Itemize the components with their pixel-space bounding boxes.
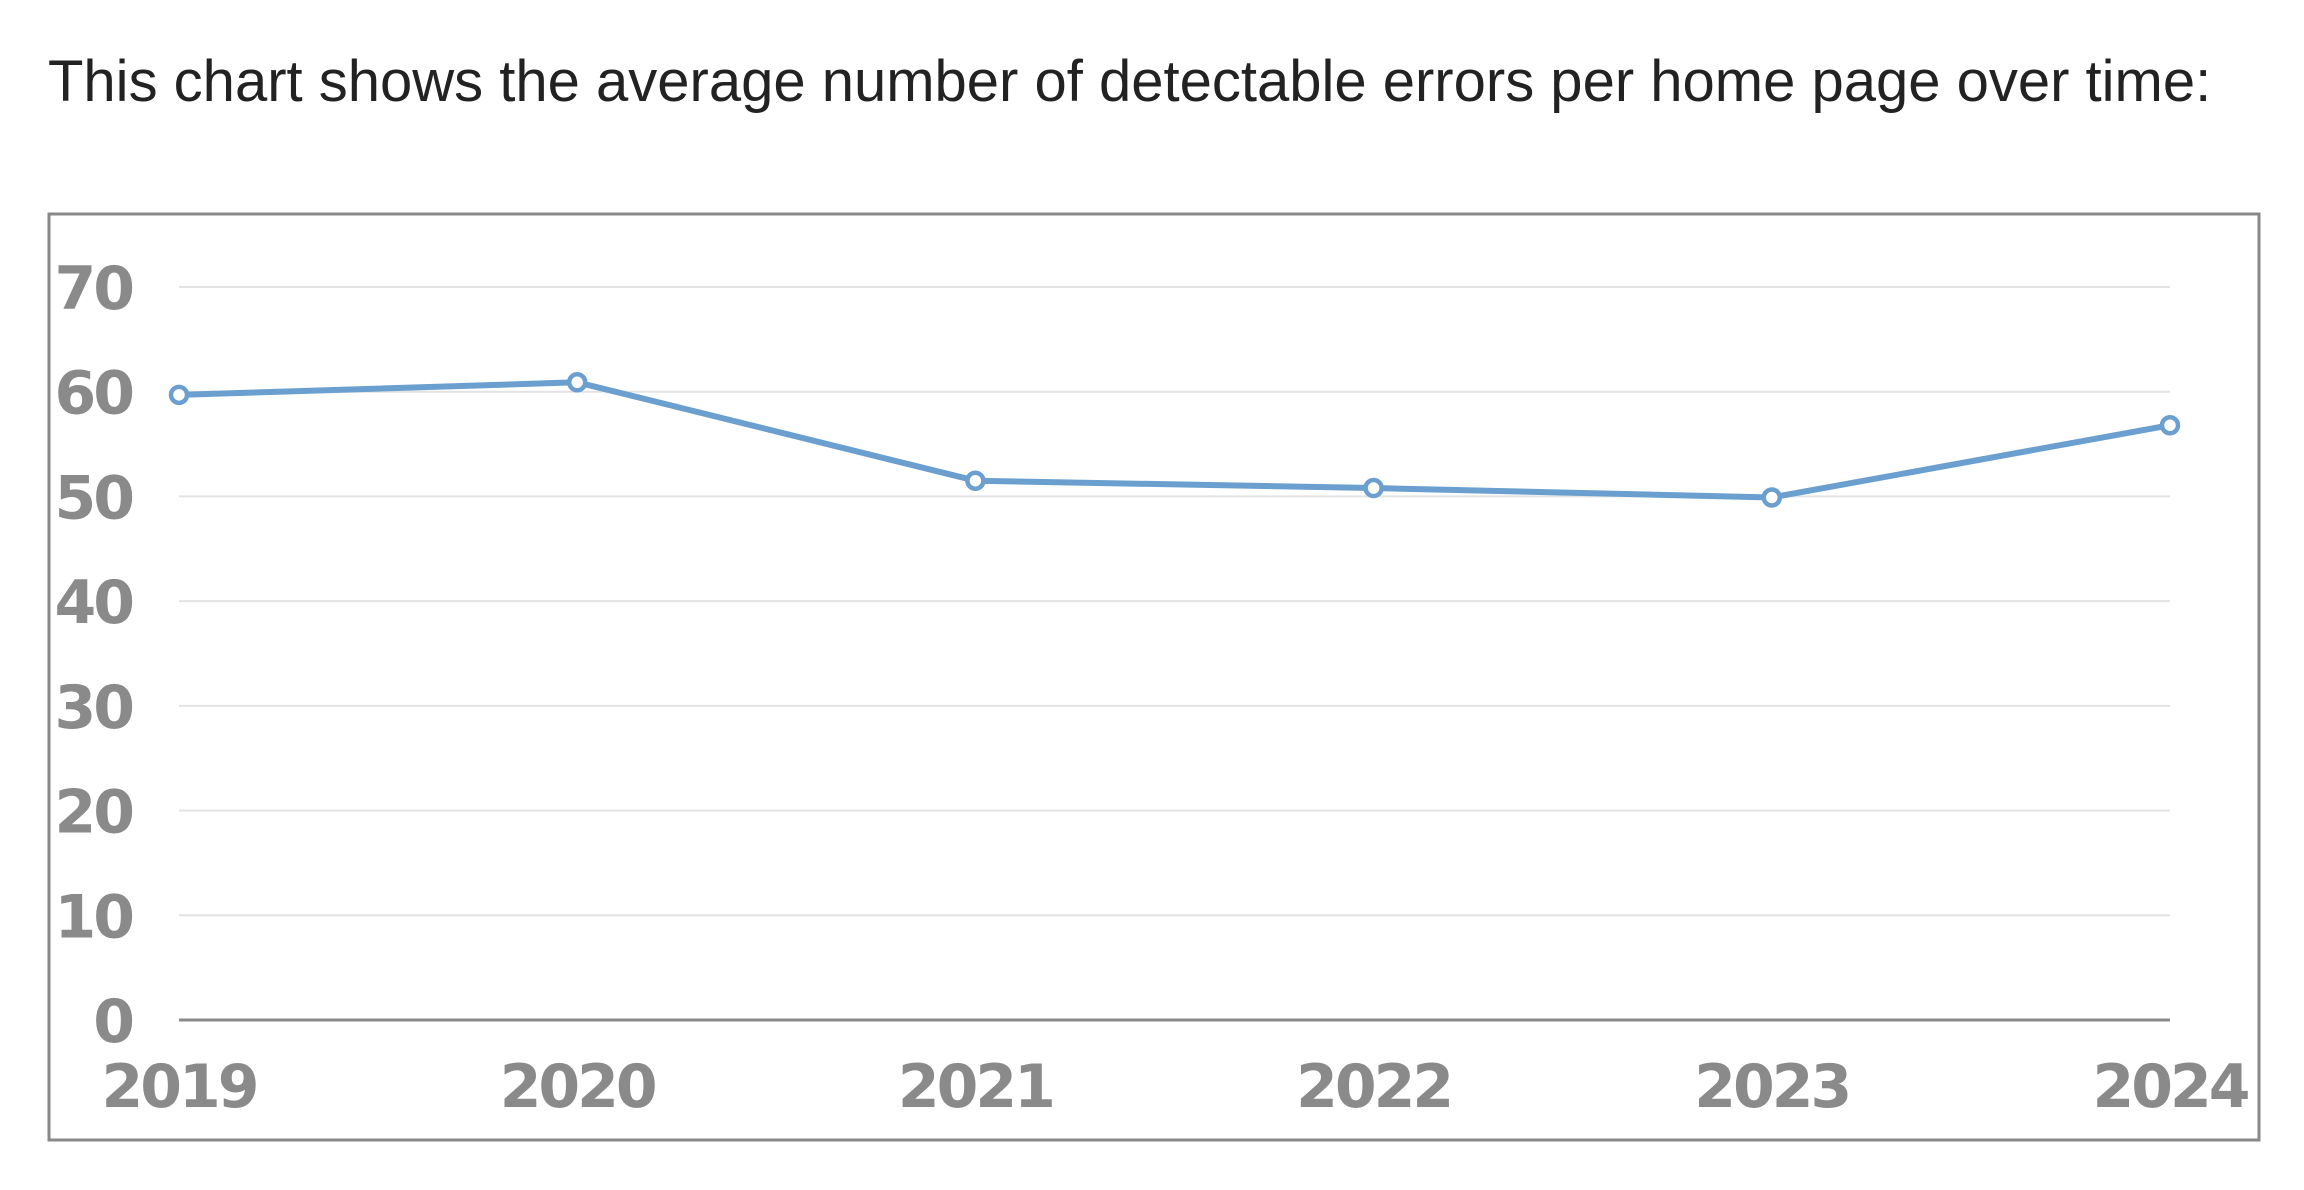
point-marker <box>1363 477 1384 499</box>
series-line <box>178 379 2171 501</box>
chart-frame <box>47 212 2261 1142</box>
point-marker <box>168 384 190 406</box>
x-tick-label: 2022 <box>1296 1052 1451 1122</box>
x-tick-label: 2019 <box>102 1052 257 1122</box>
y-tick-label: 50 <box>55 463 133 533</box>
y-tick-label: 0 <box>93 987 132 1057</box>
x-tick-label: 2023 <box>1694 1052 1849 1122</box>
point-marker <box>1761 487 1783 508</box>
x-tick-label: 2024 <box>2093 1052 2248 1122</box>
point-marker <box>566 372 588 393</box>
y-tick-label: 10 <box>55 882 133 952</box>
point-marker <box>965 470 986 491</box>
intro-text: This chart shows the average number of d… <box>48 49 2212 114</box>
y-tick-label: 30 <box>55 673 133 743</box>
x-tick-label: 2020 <box>500 1052 655 1122</box>
y-tick-label: 70 <box>55 254 133 324</box>
y-tick-label: 40 <box>55 568 133 638</box>
y-tick-label: 20 <box>55 778 133 848</box>
point-marker <box>2159 414 2181 436</box>
y-tick-label: 60 <box>55 359 133 429</box>
x-tick-label: 2021 <box>898 1052 1053 1122</box>
